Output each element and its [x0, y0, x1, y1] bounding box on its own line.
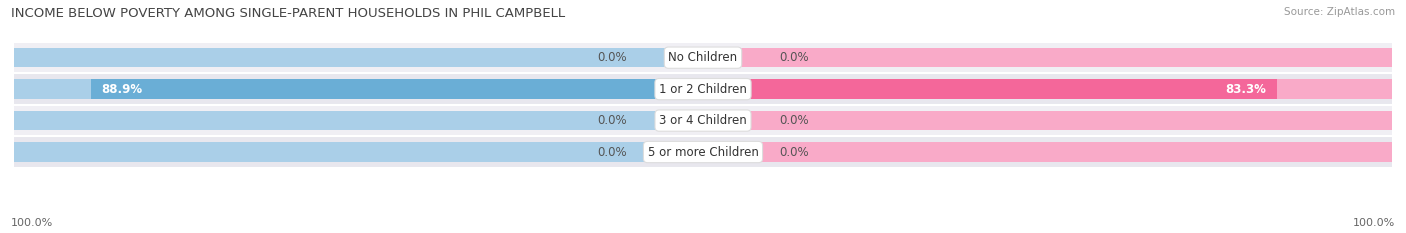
Bar — [14, 142, 703, 162]
Text: 0.0%: 0.0% — [598, 114, 627, 127]
Text: No Children: No Children — [668, 51, 738, 64]
Bar — [90, 79, 703, 99]
Text: Source: ZipAtlas.com: Source: ZipAtlas.com — [1284, 7, 1395, 17]
Bar — [14, 42, 1392, 73]
Text: 100.0%: 100.0% — [11, 218, 53, 228]
Text: 1 or 2 Children: 1 or 2 Children — [659, 83, 747, 96]
Bar — [703, 142, 1392, 162]
Bar — [703, 79, 1392, 99]
Text: 100.0%: 100.0% — [1353, 218, 1395, 228]
Bar — [14, 79, 703, 99]
Bar — [14, 111, 703, 130]
Bar — [14, 73, 1392, 105]
Text: 83.3%: 83.3% — [1226, 83, 1267, 96]
Bar — [703, 48, 1392, 67]
Text: 5 or more Children: 5 or more Children — [648, 146, 758, 158]
Bar — [14, 136, 1392, 168]
Bar — [703, 79, 1277, 99]
Text: 0.0%: 0.0% — [779, 146, 808, 158]
Bar — [703, 111, 1392, 130]
Legend: Single Father, Single Mother: Single Father, Single Mother — [592, 230, 814, 233]
Bar — [14, 105, 1392, 136]
Text: 0.0%: 0.0% — [598, 51, 627, 64]
Text: 0.0%: 0.0% — [779, 114, 808, 127]
Text: 0.0%: 0.0% — [779, 51, 808, 64]
Text: 0.0%: 0.0% — [598, 146, 627, 158]
Text: INCOME BELOW POVERTY AMONG SINGLE-PARENT HOUSEHOLDS IN PHIL CAMPBELL: INCOME BELOW POVERTY AMONG SINGLE-PARENT… — [11, 7, 565, 20]
Text: 3 or 4 Children: 3 or 4 Children — [659, 114, 747, 127]
Bar — [14, 48, 703, 67]
Text: 88.9%: 88.9% — [101, 83, 142, 96]
